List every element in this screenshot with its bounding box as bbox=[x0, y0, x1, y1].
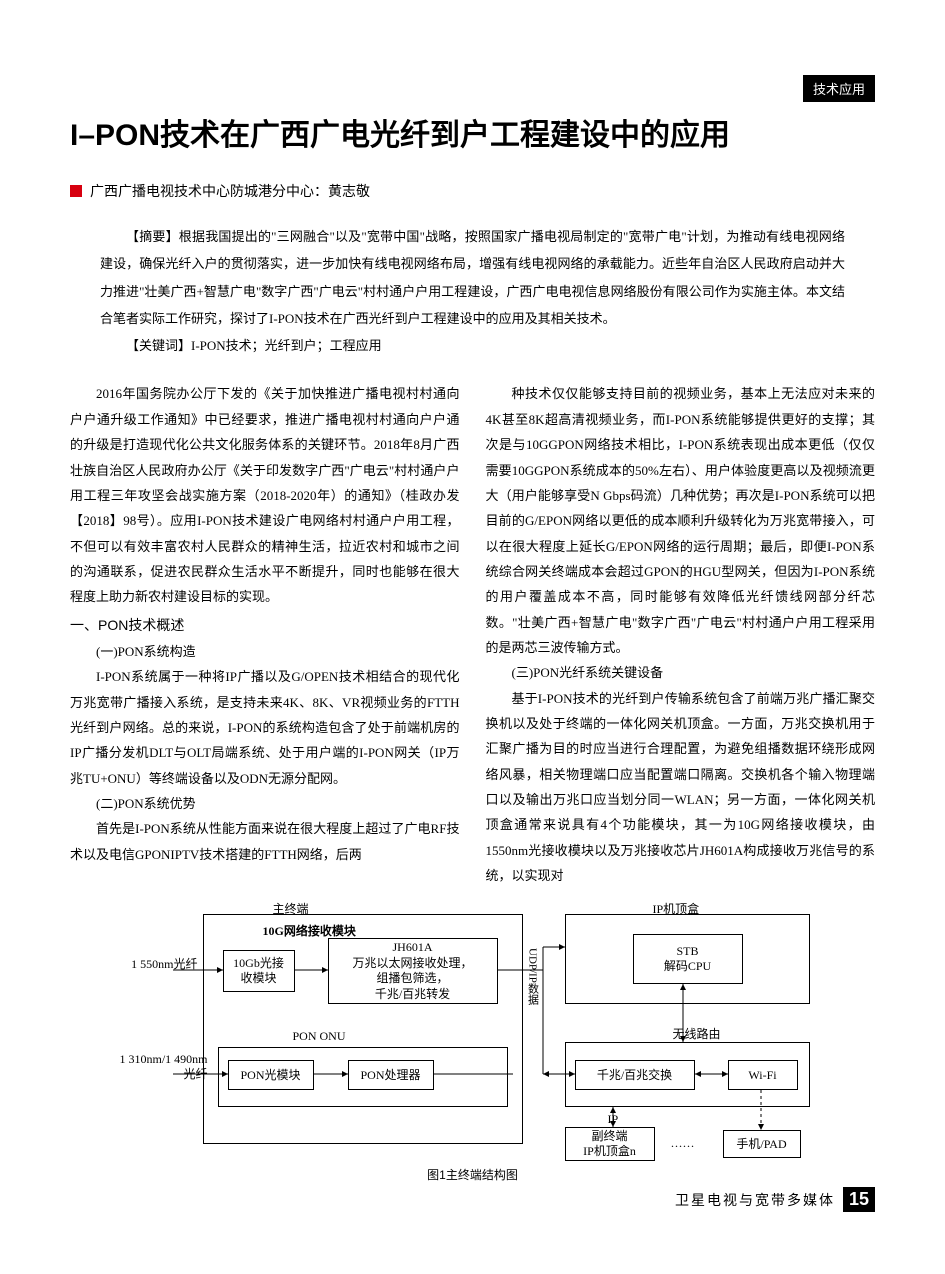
box-pon-optical: PON光模块 bbox=[228, 1060, 314, 1090]
figure-caption: 图1主终端结构图 bbox=[70, 1166, 875, 1183]
header-section-bar: 技术应用 bbox=[803, 75, 875, 102]
box-stb-cpu: STB 解码CPU bbox=[633, 934, 743, 984]
subsection-heading: (三)PON光纤系统关键设备 bbox=[486, 660, 876, 685]
right-column: 种技术仅仅能够支持目前的视频业务，基本上无法应对未来的4K甚至8K超高清视频业务… bbox=[486, 381, 876, 888]
box-wifi: Wi-Fi bbox=[728, 1060, 798, 1090]
module-10g-label: 10G网络接收模块 bbox=[263, 924, 356, 938]
box-switch: 千兆/百兆交换 bbox=[575, 1060, 695, 1090]
pon-onu-label: PON ONU bbox=[293, 1029, 346, 1043]
body-p: I-PON系统属于一种将IP广播以及G/OPEN技术相结合的现代化万兆宽带广播接… bbox=[70, 664, 460, 791]
body-p: 首先是I-PON系统从性能方面来说在很大程度上超过了广电RF技术以及电信GPON… bbox=[70, 816, 460, 867]
wireless-label: 无线路由 bbox=[673, 1027, 721, 1041]
abstract-label: 【摘要】 bbox=[126, 229, 179, 244]
keywords-label: 【关键词】 bbox=[126, 338, 191, 353]
fiber-1310-label: 1 310nm/1 490nm 光纤 bbox=[103, 1052, 208, 1081]
figure-1: 主终端 10G网络接收模块 1 550nm光纤 10Gb光接 收模块 JH601… bbox=[70, 902, 875, 1183]
page-number: 15 bbox=[843, 1187, 875, 1212]
body-p: 2016年国务院办公厅下发的《关于加快推进广播电视村村通向户户通升级工作通知》中… bbox=[70, 381, 460, 609]
section-heading-1: 一、PON技术概述 bbox=[70, 612, 460, 639]
subsection-heading: (二)PON系统优势 bbox=[70, 791, 460, 816]
article-title: I–PON技术在广西广电光纤到户工程建设中的应用 bbox=[70, 110, 875, 161]
fiber-1550-label: 1 550nm光纤 bbox=[113, 957, 198, 971]
box-jh601a: JH601A 万兆以太网接收处理， 组播包筛选， 千兆/百兆转发 bbox=[328, 938, 498, 1004]
udp-ip-label: UDP/IP数据 bbox=[525, 948, 541, 1005]
body-columns: 2016年国务院办公厅下发的《关于加快推进广播电视村村通向户户通升级工作通知》中… bbox=[70, 381, 875, 888]
diagram-canvas: 主终端 10G网络接收模块 1 550nm光纤 10Gb光接 收模块 JH601… bbox=[113, 902, 833, 1162]
journal-name: 卫星电视与宽带多媒体 bbox=[675, 1190, 835, 1210]
ip-stb-label: IP机顶盒 bbox=[653, 902, 700, 916]
dots-label: …… bbox=[671, 1136, 695, 1150]
main-terminal-label: 主终端 bbox=[273, 902, 309, 916]
subsection-heading: (一)PON系统构造 bbox=[70, 639, 460, 664]
section-label: 技术应用 bbox=[803, 75, 875, 102]
author-line: 广西广播电视技术中心防城港分中心：黄志敬 bbox=[70, 181, 875, 201]
abstract-block: 【摘要】根据我国提出的"三网融合"以及"宽带中国"战略，按照国家广播电视局制定的… bbox=[100, 223, 845, 359]
box-sub-stb: 副终端 IP机顶盒n bbox=[565, 1127, 655, 1161]
left-column: 2016年国务院办公厅下发的《关于加快推进广播电视村村通向户户通升级工作通知》中… bbox=[70, 381, 460, 888]
author-marker-icon bbox=[70, 185, 82, 197]
body-p: 种技术仅仅能够支持目前的视频业务，基本上无法应对未来的4K甚至8K超高清视频业务… bbox=[486, 381, 876, 660]
abstract-text: 【摘要】根据我国提出的"三网融合"以及"宽带中国"战略，按照国家广播电视局制定的… bbox=[100, 223, 845, 332]
box-10gb-optical: 10Gb光接 收模块 bbox=[223, 950, 295, 992]
keywords-text: 【关键词】I-PON技术；光纤到户；工程应用 bbox=[100, 332, 845, 359]
box-pon-processor: PON处理器 bbox=[348, 1060, 434, 1090]
page-footer: 卫星电视与宽带多媒体 15 bbox=[70, 1187, 875, 1212]
body-p: 基于I-PON技术的光纤到户传输系统包含了前端万兆广播汇聚交换机以及处于终端的一… bbox=[486, 686, 876, 889]
author-text: 广西广播电视技术中心防城港分中心：黄志敬 bbox=[90, 181, 370, 201]
ip-label: IP bbox=[608, 1112, 619, 1126]
box-phone-pad: 手机/PAD bbox=[723, 1130, 801, 1158]
